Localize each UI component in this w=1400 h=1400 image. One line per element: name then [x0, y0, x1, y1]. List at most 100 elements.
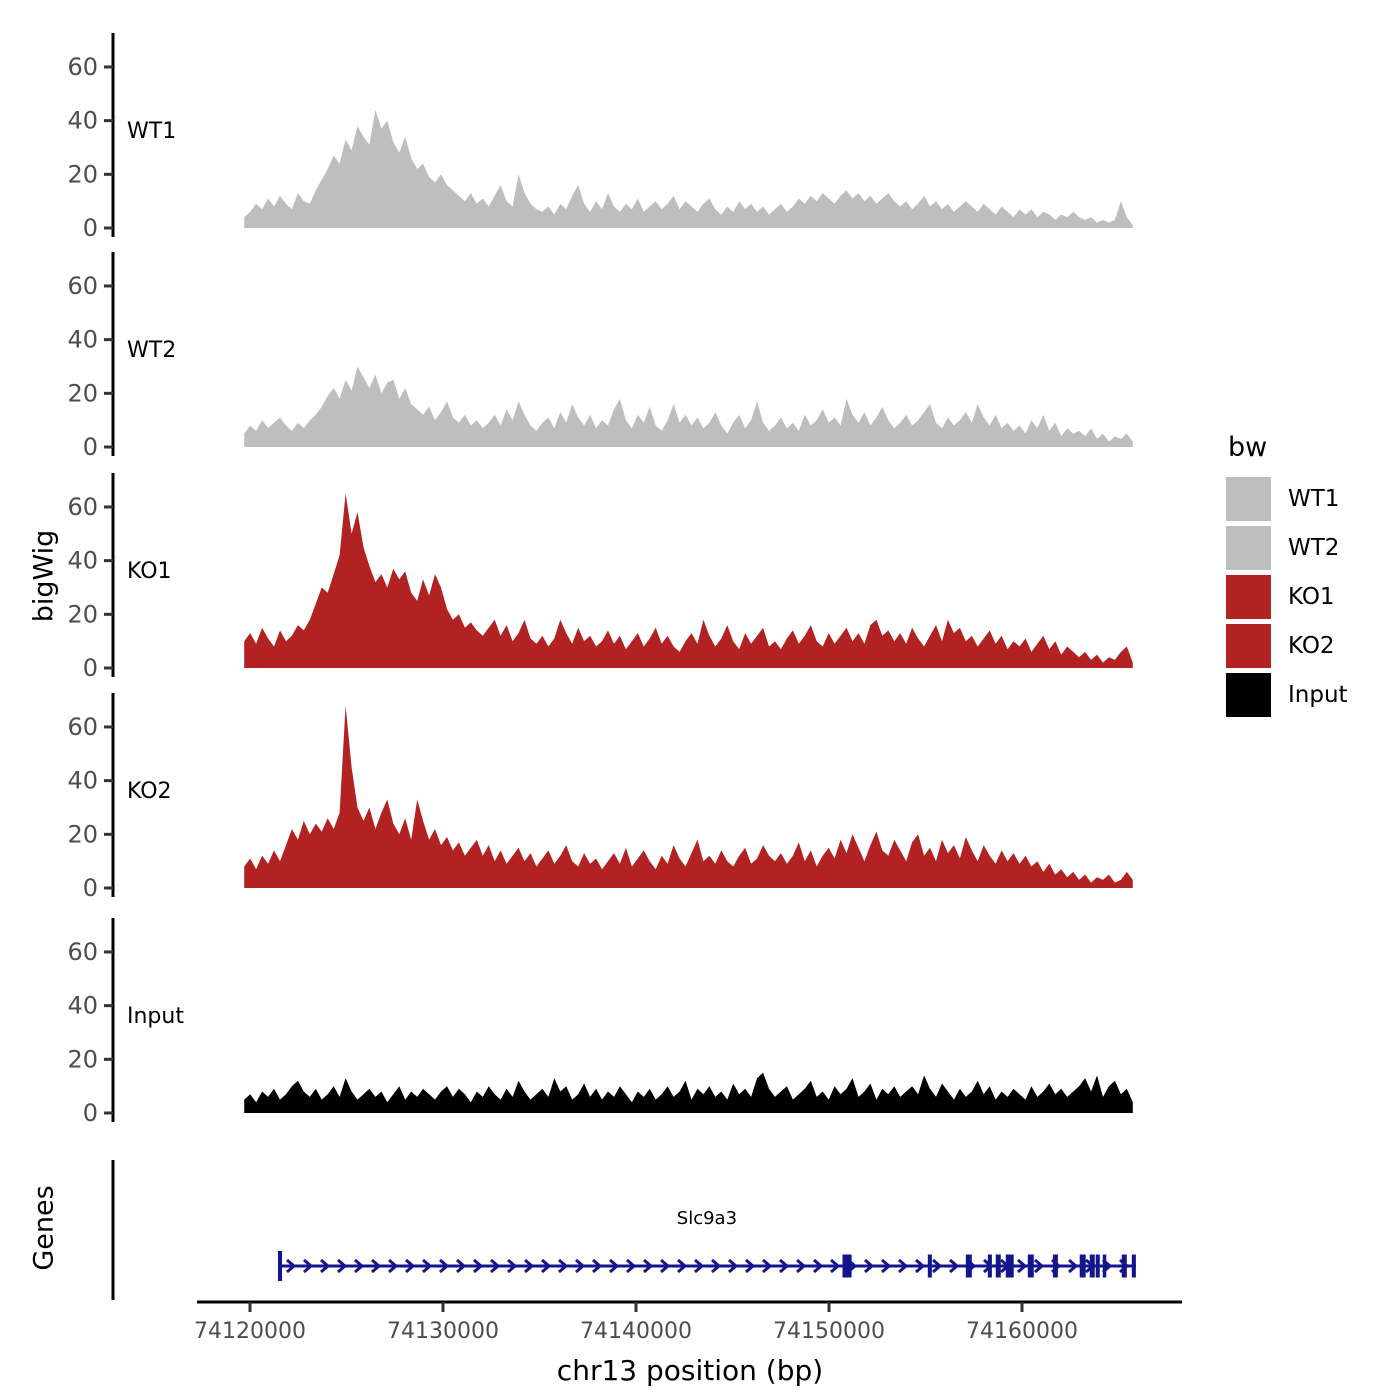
strand-arrow — [864, 1258, 875, 1274]
coverage-area-input — [244, 1072, 1133, 1113]
gene-name-label: Slc9a3 — [677, 1208, 737, 1229]
coverage-area-wt1 — [244, 109, 1133, 228]
strand-arrow — [405, 1258, 416, 1274]
strand-arrow — [762, 1258, 773, 1274]
strand-arrow — [558, 1258, 569, 1274]
track-svg-ko1: 0 20 40 60 KO1 — [67, 473, 1133, 677]
strand-arrow — [456, 1258, 467, 1274]
exon-rect — [842, 1254, 852, 1278]
genes-panel: Slc9a3 — [0, 1160, 1190, 1300]
strand-arrow — [915, 1258, 926, 1274]
track-label-ko1: KO1 — [127, 559, 172, 584]
track-label-input: Input — [127, 1004, 184, 1029]
exon-rect — [927, 1254, 932, 1278]
strand-arrow — [473, 1258, 484, 1274]
strand-arrow — [371, 1258, 382, 1274]
legend-entry-wt2: WT2 — [1226, 526, 1348, 570]
exon-rect — [1102, 1254, 1107, 1278]
y-tick-label: 40 — [67, 767, 98, 795]
strand-arrow — [830, 1258, 841, 1274]
strand-arrow — [643, 1258, 654, 1274]
strand-arrow — [388, 1258, 399, 1274]
strand-arrow — [813, 1258, 824, 1274]
track-label-wt2: WT2 — [127, 338, 176, 363]
track-label-wt1: WT1 — [127, 119, 176, 144]
legend-swatch-ko2 — [1226, 624, 1271, 668]
legend-label-ko1: KO1 — [1288, 584, 1335, 610]
x-tick-label: 74160000 — [966, 1319, 1078, 1344]
y-tick-label: 20 — [67, 160, 98, 188]
legend-title: bw — [1228, 432, 1268, 463]
legend-entry-input: Input — [1226, 673, 1348, 717]
strand-arrow — [626, 1258, 637, 1274]
strand-arrow — [541, 1258, 552, 1274]
y-tick-label: 60 — [67, 493, 98, 521]
y-tick-label: 20 — [67, 600, 98, 628]
y-tick-label: 20 — [67, 1045, 98, 1073]
track-svg-input: 0 20 40 60 Input — [67, 918, 1133, 1122]
y-tick-label: 40 — [67, 107, 98, 135]
strand-arrow — [694, 1258, 705, 1274]
legend-entry-ko1: KO1 — [1226, 575, 1348, 619]
y-tick-label: 60 — [67, 272, 98, 300]
strand-arrow — [354, 1258, 365, 1274]
legend-label-wt1: WT1 — [1288, 486, 1340, 512]
strand-arrow — [949, 1258, 960, 1274]
exon-rect — [995, 1254, 1001, 1278]
strand-arrow — [677, 1258, 688, 1274]
x-axis-title: chr13 position (bp) — [557, 1354, 823, 1387]
strand-arrow — [711, 1258, 722, 1274]
exon-rect — [965, 1254, 972, 1278]
legend-swatch-input — [1226, 673, 1271, 717]
track-ko1: 0 20 40 60 KO1 — [0, 473, 1190, 677]
y-tick-label: 20 — [67, 820, 98, 848]
coverage-area-ko1 — [244, 493, 1133, 668]
y-tick-label: 40 — [67, 547, 98, 575]
legend-entry-wt1: WT1 — [1226, 477, 1348, 521]
strand-arrow — [728, 1258, 739, 1274]
y-tick-label: 40 — [67, 326, 98, 354]
strand-arrow — [609, 1258, 620, 1274]
y-tick-label: 20 — [67, 379, 98, 407]
exon-rect — [1095, 1254, 1100, 1278]
strand-arrow — [575, 1258, 586, 1274]
y-tick-label: 0 — [83, 433, 98, 456]
legend-swatch-ko1 — [1226, 575, 1271, 619]
y-tick-label: 60 — [67, 53, 98, 81]
coverage-area-ko2 — [244, 705, 1133, 888]
strand-arrow — [524, 1258, 535, 1274]
strand-arrow — [337, 1258, 348, 1274]
strand-arrow — [439, 1258, 450, 1274]
x-axis: 74120000 74130000 74140000 74150000 74160000… — [0, 1300, 1400, 1400]
legend-entry-ko2: KO2 — [1226, 624, 1348, 668]
y-tick-label: 60 — [67, 713, 98, 741]
track-wt2: 0 20 40 60 WT2 — [0, 252, 1190, 456]
strand-arrow — [779, 1258, 790, 1274]
track-svg-wt1: 0 20 40 60 WT1 — [67, 33, 1133, 237]
y-tick-label: 60 — [67, 938, 98, 966]
x-axis-svg: 74120000 74130000 74140000 74150000 74160000… — [194, 1300, 1182, 1387]
strand-arrow — [286, 1258, 297, 1274]
exon-rect — [1052, 1254, 1058, 1278]
y-tick-label: 0 — [83, 1099, 98, 1122]
y-tick-label: 0 — [83, 874, 98, 897]
strand-arrow — [745, 1258, 756, 1274]
track-input: 0 20 40 60 Input — [0, 918, 1190, 1122]
strand-arrow — [592, 1258, 603, 1274]
exon-rect — [1121, 1254, 1127, 1278]
strand-arrow — [660, 1258, 671, 1274]
x-tick-label: 74140000 — [580, 1319, 692, 1344]
strand-arrow — [881, 1258, 892, 1274]
strand-arrow — [898, 1258, 909, 1274]
y-tick-label: 0 — [83, 654, 98, 677]
coverage-area-wt2 — [244, 366, 1133, 447]
track-svg-wt2: 0 20 40 60 WT2 — [67, 252, 1133, 456]
track-label-ko2: KO2 — [127, 779, 172, 804]
exon-rect — [1089, 1254, 1095, 1278]
exon-rect — [277, 1251, 283, 1281]
exon-rect — [1079, 1254, 1086, 1278]
strand-arrow — [507, 1258, 518, 1274]
legend-swatch-wt1 — [1226, 477, 1271, 521]
strand-arrow — [320, 1258, 331, 1274]
